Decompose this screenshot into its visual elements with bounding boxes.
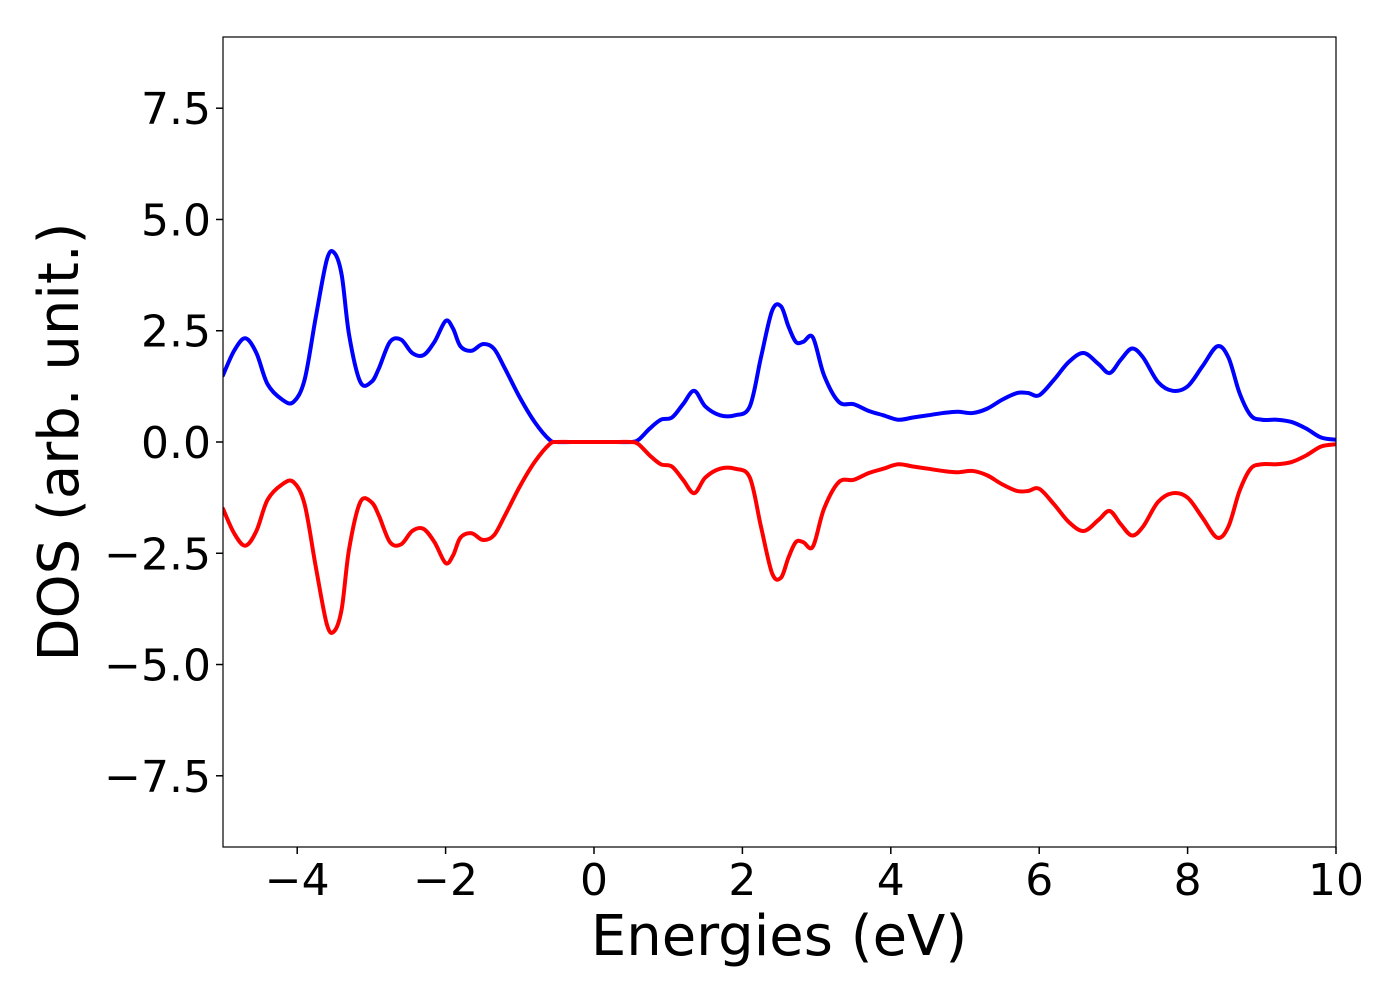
- x-tick-label: 4: [877, 855, 905, 906]
- y-tick-label: −5.0: [104, 641, 211, 692]
- y-tick-label: 2.5: [141, 307, 211, 358]
- series-line-negative: [223, 439, 1336, 635]
- x-tick-label: 6: [1025, 855, 1053, 906]
- y-axis-title: DOS (arb. unit.): [27, 222, 92, 661]
- x-axis-title: Energies (eV): [591, 904, 967, 969]
- y-tick-label: 7.5: [141, 84, 211, 135]
- plot-frame: [222, 36, 1337, 848]
- series-line-positive: [223, 249, 1336, 445]
- y-tick-label: −7.5: [104, 752, 211, 803]
- x-tick-label: 2: [728, 855, 756, 906]
- x-tick-label: 0: [580, 855, 608, 906]
- x-tick-label: 10: [1308, 855, 1364, 906]
- y-tick-label: 5.0: [141, 195, 211, 246]
- y-tick-label: 0.0: [141, 418, 211, 469]
- series-layer: [223, 249, 1336, 635]
- x-tick-label: −4: [265, 855, 330, 906]
- y-tick-label: −2.5: [104, 529, 211, 580]
- x-tick-label: 8: [1174, 855, 1202, 906]
- x-tick-label: −2: [413, 855, 478, 906]
- y-axis: 7.5 5.0 2.5 0.0 −2.5 −5.0 −7.5: [104, 84, 223, 803]
- x-axis: −4 −2 0 2 4 6 8 10: [265, 847, 1364, 906]
